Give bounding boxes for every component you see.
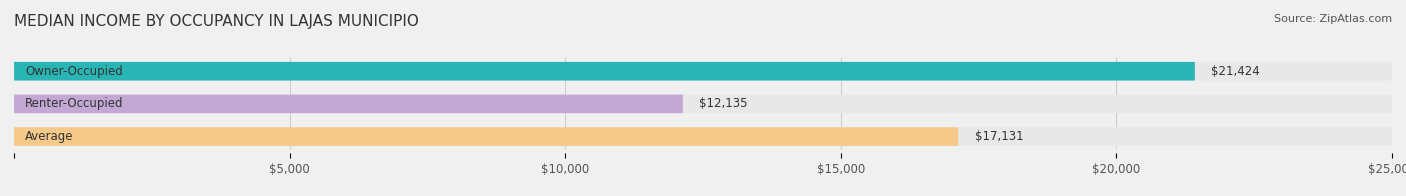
FancyBboxPatch shape [14,62,1392,81]
Text: Renter-Occupied: Renter-Occupied [25,97,124,110]
Text: Source: ZipAtlas.com: Source: ZipAtlas.com [1274,14,1392,24]
FancyBboxPatch shape [14,62,1195,81]
Text: $21,424: $21,424 [1212,65,1260,78]
FancyBboxPatch shape [14,95,683,113]
Text: Owner-Occupied: Owner-Occupied [25,65,122,78]
FancyBboxPatch shape [14,127,1392,146]
FancyBboxPatch shape [14,127,959,146]
Text: $12,135: $12,135 [699,97,748,110]
Text: MEDIAN INCOME BY OCCUPANCY IN LAJAS MUNICIPIO: MEDIAN INCOME BY OCCUPANCY IN LAJAS MUNI… [14,14,419,29]
Text: $17,131: $17,131 [974,130,1024,143]
Text: Average: Average [25,130,73,143]
FancyBboxPatch shape [14,95,1392,113]
